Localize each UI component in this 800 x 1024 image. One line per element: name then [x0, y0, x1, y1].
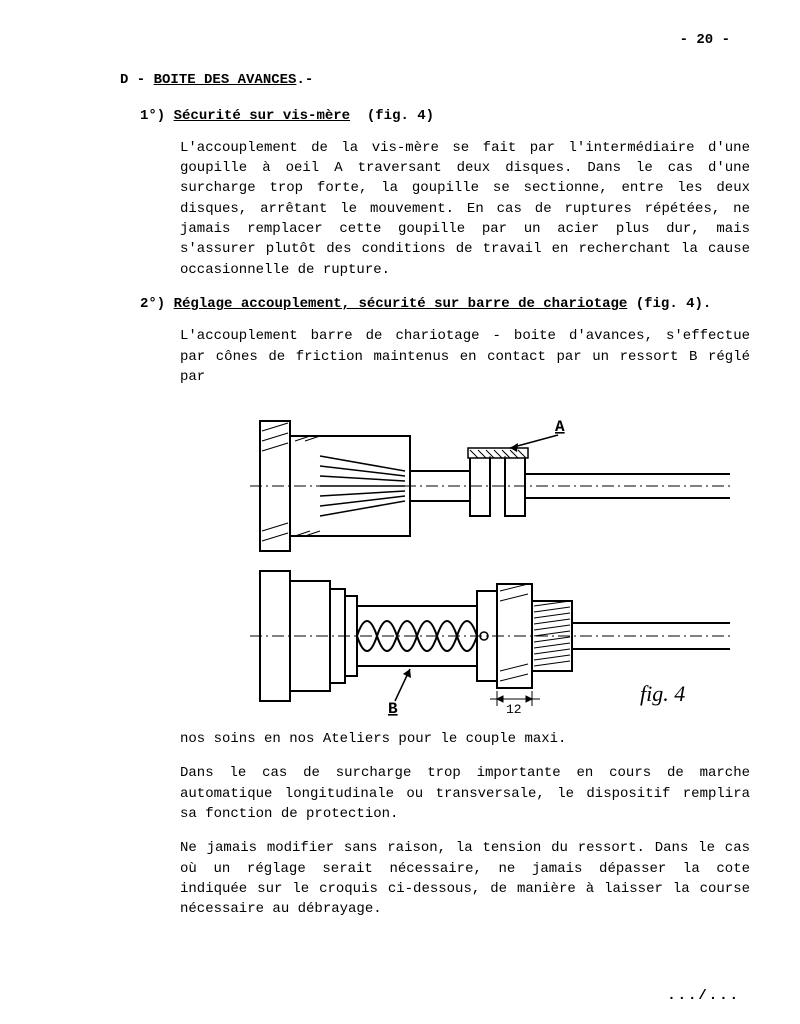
sub1-title: Sécurité sur vis-mère [174, 108, 350, 124]
subheading-1: 1°) Sécurité sur vis-mère (fig. 4) [140, 106, 750, 126]
sub2-ref: (fig. 4). [636, 296, 712, 312]
figure-4: A [220, 401, 740, 721]
paragraph-4: Dans le cas de surcharge trop importante… [180, 763, 750, 824]
figure-label-b: B [388, 700, 398, 718]
sub2-title: Réglage accouplement, sécurité sur barre… [174, 296, 628, 312]
page-number: - 20 - [120, 30, 750, 50]
sub1-num: 1°) [140, 108, 165, 124]
subheading-2: 2°) Réglage accouplement, sécurité sur b… [140, 294, 750, 314]
figure-caption: fig. 4 [640, 681, 685, 706]
section-heading: D - BOITE DES AVANCES.- [120, 70, 750, 90]
section-title: BOITE DES AVANCES [154, 72, 297, 88]
figure-dim-12: 12 [506, 702, 522, 717]
sub2-num: 2°) [140, 296, 165, 312]
paragraph-5: Ne jamais modifier sans raison, la tensi… [180, 838, 750, 919]
section-suffix: .- [296, 72, 313, 88]
sub1-ref: (fig. 4) [367, 108, 434, 124]
continuation-mark: .../... [667, 986, 740, 1006]
paragraph-2: L'accouplement barre de chariotage - boi… [180, 326, 750, 387]
paragraph-3: nos soins en nos Ateliers pour le couple… [180, 729, 750, 749]
figure-label-a: A [555, 418, 565, 436]
paragraph-1: L'accouplement de la vis-mère se fait pa… [180, 138, 750, 280]
section-prefix: D - [120, 72, 154, 88]
